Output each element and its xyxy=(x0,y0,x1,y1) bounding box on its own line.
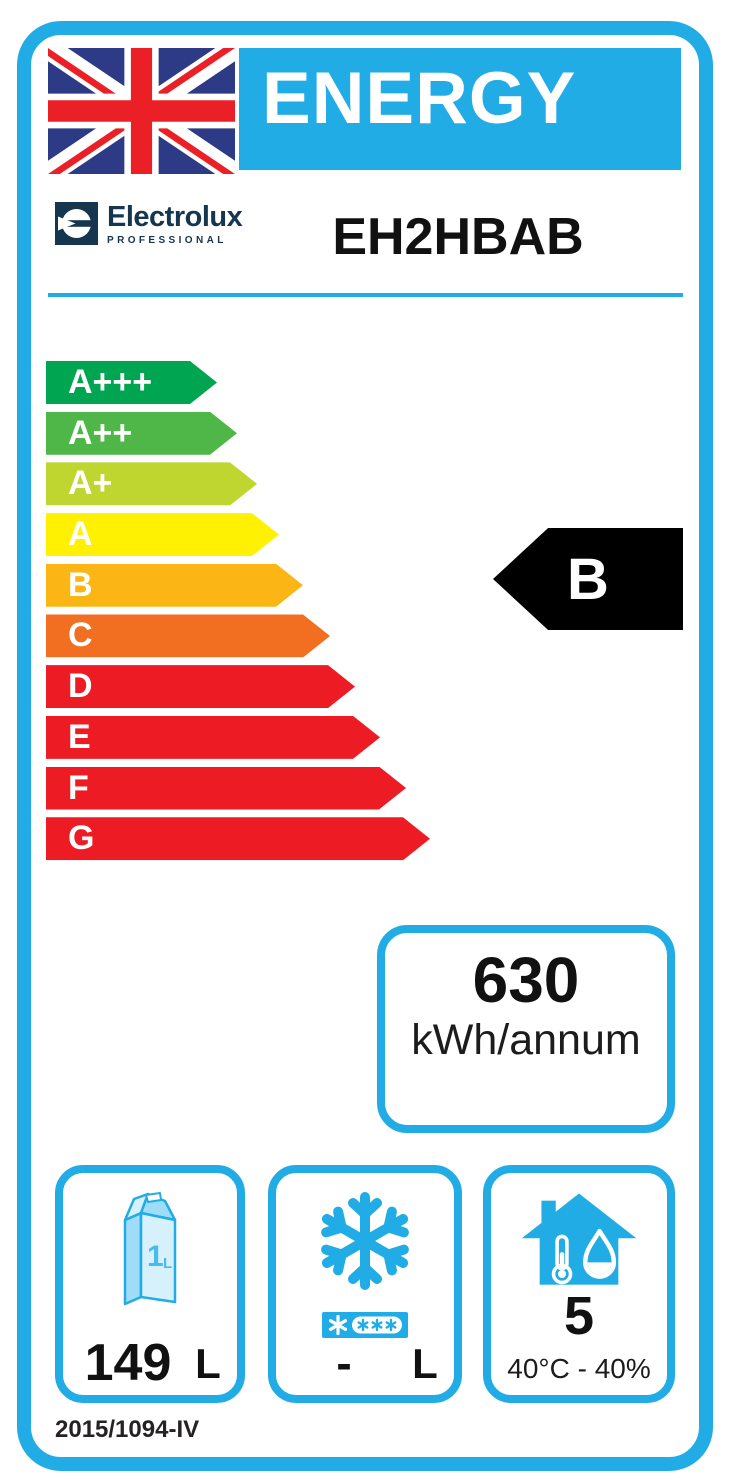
scale-letter: B xyxy=(68,565,93,604)
scale-grade-f: F xyxy=(46,767,430,810)
scale-grade-g: G xyxy=(46,817,430,860)
scale-arrow: F xyxy=(46,767,406,810)
brand-subtitle: PROFESSIONAL xyxy=(107,235,227,246)
scale-letter: A++ xyxy=(68,413,133,452)
consumption-value: 630 xyxy=(472,944,580,1016)
scale-arrow: D xyxy=(46,665,355,708)
scale-letter: A+++ xyxy=(68,363,153,401)
scale-grade-e: E xyxy=(46,716,430,759)
scale-arrow: A+ xyxy=(46,462,257,505)
energy-title: ENERGY xyxy=(262,58,577,139)
scale-arrow: E xyxy=(46,716,380,759)
scale-letter: C xyxy=(68,616,93,655)
consumption-box: 630 kWh/annum xyxy=(377,925,675,1133)
scale-grade-ap: A+ xyxy=(46,462,430,505)
fridge-capacity-box: 1 L 149 L xyxy=(55,1165,245,1403)
scale-letter: G xyxy=(68,819,95,858)
carton-volume: 1 xyxy=(147,1240,164,1273)
model-number: EH2HBAB xyxy=(332,208,584,266)
freezer-stars-icon xyxy=(322,1312,408,1338)
scale-letter: A+ xyxy=(68,464,113,503)
scale-arrow: A xyxy=(46,513,279,556)
scale-letter: E xyxy=(68,717,91,756)
climate-class-value: 5 xyxy=(563,1286,595,1346)
freezer-volume-unit: L xyxy=(412,1340,438,1387)
climate-class-box: 5 40°C - 40% xyxy=(483,1165,675,1403)
scale-grade-b: B xyxy=(46,564,430,607)
scale-arrow: C xyxy=(46,614,330,657)
brand-text: Electrolux PROFESSIONAL xyxy=(107,201,243,247)
water-drop-icon xyxy=(583,1228,617,1279)
house-icon xyxy=(521,1193,637,1285)
scale-grade-appp: A+++ xyxy=(46,361,430,404)
scale-arrow: B xyxy=(46,564,303,607)
scale-arrow: G xyxy=(46,817,430,860)
scale-arrow: A+++ xyxy=(46,361,217,404)
brand-block: Electrolux PROFESSIONAL xyxy=(55,201,243,247)
scale-arrow: A++ xyxy=(46,412,237,455)
snowflake-icon xyxy=(321,1192,409,1290)
milk-carton-icon: 1 L xyxy=(123,1192,177,1306)
scale-grade-c: C xyxy=(46,614,430,657)
freezer-volume-value: - xyxy=(336,1337,352,1389)
thermometer-icon xyxy=(551,1234,573,1285)
scale-letter: A xyxy=(68,515,93,554)
fridge-volume-value: 149 xyxy=(84,1334,172,1392)
regulation-number: 2015/1094-IV xyxy=(55,1416,200,1443)
brand-name: Electrolux xyxy=(107,201,243,233)
electrolux-logo-icon xyxy=(55,202,98,245)
freezer-capacity-box: - L xyxy=(268,1165,462,1403)
energy-scale: A+++ A++ A+ A B C D E F G xyxy=(46,361,430,868)
scale-grade-d: D xyxy=(46,665,430,708)
rating-letter: B xyxy=(567,546,609,612)
consumption-unit: kWh/annum xyxy=(411,1016,641,1064)
scale-letter: F xyxy=(68,768,89,807)
scale-grade-app: A++ xyxy=(46,412,430,455)
label-border-frame xyxy=(17,21,713,1471)
climate-conditions: 40°C - 40% xyxy=(507,1353,651,1384)
uk-flag-icon xyxy=(48,48,235,174)
scale-grade-a: A xyxy=(46,513,430,556)
header-divider xyxy=(48,293,683,297)
carton-volume-unit: L xyxy=(163,1255,172,1272)
scale-letter: D xyxy=(68,667,93,706)
fridge-volume-unit: L xyxy=(195,1340,221,1387)
energy-banner: ENERGY xyxy=(239,48,681,170)
